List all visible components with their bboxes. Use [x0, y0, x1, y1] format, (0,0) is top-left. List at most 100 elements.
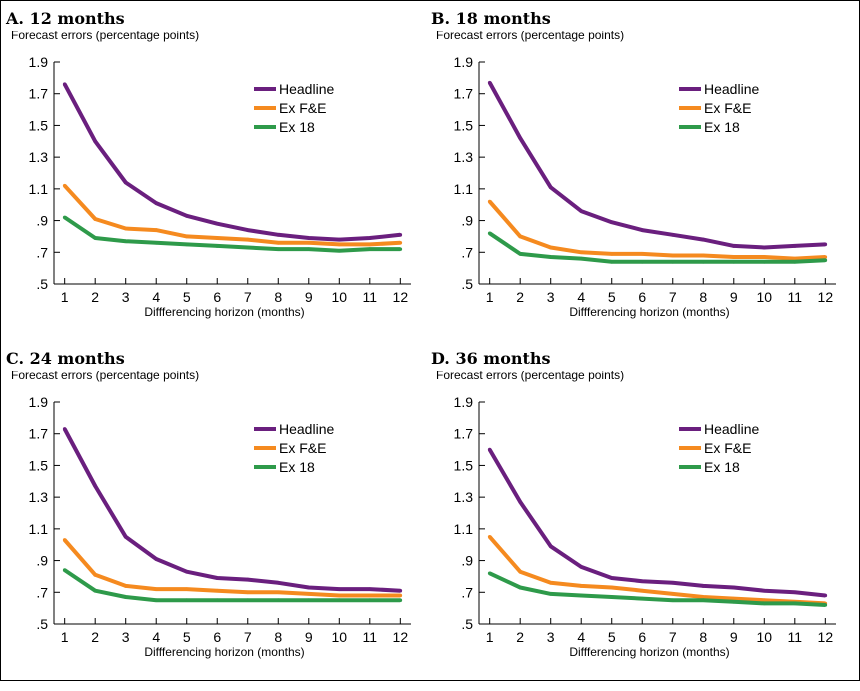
data-point-headline: [123, 534, 128, 539]
data-point-headline: [609, 576, 614, 580]
data-point-ex-fe: [123, 226, 128, 231]
data-point-headline: [306, 585, 311, 590]
data-point-headline: [245, 228, 250, 232]
series-line-headline: [487, 81, 826, 250]
x-axis-label: Diffferencing horizon (months): [144, 305, 304, 319]
data-point-headline: [276, 233, 281, 237]
data-point-headline: [215, 221, 220, 226]
panel-title: C. 24 months: [6, 349, 125, 368]
data-point-ex-fe: [276, 590, 281, 595]
data-point-ex-fe: [306, 592, 311, 596]
data-point-ex18: [762, 260, 767, 264]
data-point-headline: [184, 569, 189, 574]
data-point-headline: [670, 580, 675, 585]
data-point-headline: [487, 80, 492, 85]
data-point-ex18: [398, 598, 403, 603]
x-tick-label: 6: [213, 629, 221, 645]
data-point-ex18: [215, 244, 220, 248]
x-tick-label: 3: [547, 629, 555, 645]
y-tick-label: 1.1: [454, 181, 474, 197]
data-point-headline: [793, 590, 797, 595]
y-tick-label: 1.7: [29, 426, 49, 442]
y-tick-label: 1.3: [454, 149, 474, 165]
x-tick-label: 3: [122, 289, 130, 305]
data-point-ex-fe: [154, 587, 159, 591]
x-tick-label: 6: [213, 289, 221, 305]
y-tick-label: 1.3: [454, 489, 474, 505]
y-tick-label: 1.9: [29, 394, 49, 410]
data-point-ex18: [337, 598, 342, 603]
data-point-headline: [609, 220, 614, 224]
y-tick-label: .7: [461, 244, 473, 260]
data-point-ex18: [762, 601, 767, 606]
series-line-ex18: [488, 231, 826, 264]
data-point-headline: [184, 214, 189, 218]
series-line-ex-fe: [63, 184, 401, 247]
y-tick-label: .9: [461, 553, 473, 569]
chart-24-months: Forecast errors (percentage points)1.91.…: [11, 371, 411, 659]
data-point-ex18: [701, 598, 706, 603]
data-point-ex-fe: [306, 240, 311, 245]
legend-label-ex18: Ex 18: [279, 459, 315, 475]
x-tick-label: 12: [393, 629, 409, 645]
data-point-ex-fe: [487, 199, 492, 204]
panel-title: B. 18 months: [431, 9, 551, 28]
data-point-headline: [154, 201, 159, 205]
data-point-headline: [518, 136, 522, 140]
series-line-ex18: [63, 568, 401, 603]
data-point-headline: [731, 244, 736, 248]
x-tick-label: 2: [91, 629, 99, 645]
x-tick-label: 11: [788, 629, 803, 645]
data-point-ex18: [245, 245, 250, 250]
legend-label-ex-fe: Ex F&E: [704, 100, 751, 116]
data-point-ex18: [579, 593, 584, 598]
data-point-ex-fe: [245, 590, 250, 595]
data-point-ex18: [793, 601, 797, 606]
data-point-headline: [579, 209, 584, 213]
data-point-ex-fe: [123, 584, 128, 588]
x-tick-label: 1: [486, 289, 494, 305]
data-point-headline: [93, 484, 97, 488]
y-tick-label: 1.5: [29, 457, 49, 473]
x-tick-label: 11: [363, 289, 378, 305]
data-point-ex18: [276, 247, 281, 251]
data-point-ex18: [154, 598, 159, 603]
legend-label-headline: Headline: [704, 421, 759, 437]
x-tick-label: 1: [61, 629, 69, 645]
data-point-ex-fe: [245, 237, 250, 242]
data-point-ex-fe: [184, 234, 189, 239]
x-tick-label: 6: [638, 289, 646, 305]
data-point-ex18: [368, 247, 372, 251]
data-point-ex18: [487, 571, 492, 576]
legend-label-ex18: Ex 18: [279, 119, 315, 135]
y-tick-label: 1.3: [29, 149, 49, 165]
y-tick-label: 1.9: [29, 54, 49, 70]
y-tick-label: 1.5: [454, 457, 474, 473]
data-point-ex-fe: [731, 596, 736, 601]
data-point-ex18: [93, 236, 97, 240]
data-point-ex18: [184, 598, 189, 603]
y-tick-label: .9: [36, 213, 48, 229]
x-tick-label: 5: [608, 289, 616, 305]
data-point-headline: [62, 427, 67, 431]
legend-label-ex-fe: Ex F&E: [279, 100, 326, 116]
series-line-ex-fe: [63, 538, 401, 598]
x-tick-label: 10: [757, 289, 773, 305]
series-line-ex18: [488, 571, 826, 607]
x-tick-label: 9: [305, 629, 313, 645]
x-tick-label: 12: [393, 289, 409, 305]
x-axis-label: Diffferencing horizon (months): [569, 645, 729, 659]
panel-12-months: A. 12 months Forecast errors (percentage…: [1, 9, 421, 345]
data-point-ex18: [487, 231, 492, 236]
x-tick-label: 1: [486, 629, 494, 645]
data-point-headline: [640, 579, 645, 583]
series-line-headline: [62, 428, 401, 593]
x-tick-label: 7: [244, 289, 252, 305]
x-tick-label: 3: [122, 629, 130, 645]
y-tick-label: .5: [461, 276, 473, 292]
data-point-headline: [62, 82, 67, 86]
data-point-ex-fe: [731, 255, 736, 259]
data-point-headline: [701, 584, 706, 588]
legend-label-headline: Headline: [704, 81, 759, 97]
data-point-ex-fe: [793, 256, 797, 261]
